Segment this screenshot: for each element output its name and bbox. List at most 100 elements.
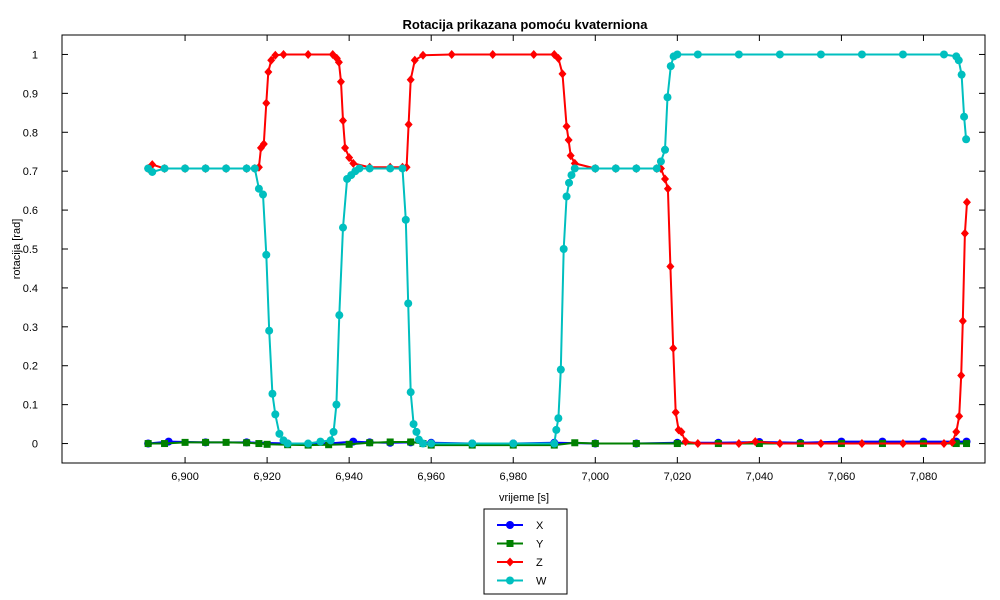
data-point-w [898, 50, 907, 59]
data-point-z [262, 98, 271, 108]
data-point-w [960, 112, 969, 121]
data-point-w [386, 164, 395, 173]
data-point-z [334, 57, 343, 67]
series-layer [144, 49, 971, 449]
data-point-y [755, 440, 763, 448]
data-point-z [447, 49, 456, 59]
y-tick-label: 0 [32, 439, 38, 451]
data-point-z [677, 427, 686, 437]
data-point-w [565, 178, 574, 187]
data-point-y [386, 438, 394, 446]
data-point-z [666, 262, 675, 272]
x-tick-label: 6,960 [417, 471, 445, 483]
data-point-y [591, 440, 599, 448]
data-point-z [952, 427, 961, 437]
data-point-w [271, 410, 280, 419]
y-tick-label: 0.2 [23, 361, 38, 373]
data-point-z [349, 158, 358, 168]
data-point-z [898, 439, 907, 449]
data-point-z [271, 50, 280, 60]
data-point-w [552, 425, 561, 434]
y-tick-label: 0.1 [23, 400, 38, 412]
x-tick-label: 6,900 [171, 471, 199, 483]
x-tick-label: 7,080 [910, 471, 938, 483]
data-point-y [345, 440, 353, 448]
data-point-w [656, 157, 665, 166]
data-point-w [816, 50, 825, 59]
data-point-w [734, 50, 743, 59]
data-point-w [365, 164, 374, 173]
legend-label-x: X [536, 520, 544, 532]
data-point-w [954, 56, 963, 65]
legend [483, 508, 568, 595]
data-point-y [263, 440, 271, 448]
data-point-w [181, 164, 190, 173]
y-tick-label: 0.4 [23, 283, 38, 295]
x-axis-label: vrijeme [s] [499, 492, 549, 504]
x-tick-label: 7,000 [582, 471, 610, 483]
data-point-y [571, 439, 579, 447]
legend-marker-x [506, 521, 514, 529]
data-point-w [509, 439, 518, 448]
data-point-z [681, 437, 690, 447]
data-point-w [554, 414, 563, 423]
data-point-w [329, 427, 338, 436]
data-point-w [418, 439, 427, 448]
data-point-w [265, 326, 274, 335]
x-tick-label: 7,020 [664, 471, 692, 483]
data-point-z [816, 439, 825, 449]
data-point-w [957, 70, 966, 79]
data-point-z [564, 135, 573, 145]
data-point-y [255, 440, 263, 448]
x-tick-label: 6,980 [499, 471, 527, 483]
data-point-z [734, 439, 743, 449]
data-point-w [406, 388, 415, 397]
data-point-w [259, 190, 268, 199]
data-point-w [857, 50, 866, 59]
data-point-z [669, 343, 678, 353]
data-point-w [339, 223, 348, 232]
data-point-w [652, 164, 661, 173]
data-point-w [404, 299, 413, 308]
data-point-w [262, 250, 271, 259]
data-point-z [304, 49, 313, 59]
data-point-z [558, 69, 567, 79]
data-point-z [259, 139, 268, 149]
y-tick-label: 0.5 [23, 244, 38, 256]
data-point-w [663, 93, 672, 102]
data-point-w [632, 164, 641, 173]
data-point-w [316, 437, 325, 446]
data-point-z [488, 49, 497, 59]
plot-area [61, 34, 986, 464]
data-point-y [952, 440, 960, 448]
data-point-w [556, 365, 565, 374]
data-point-w [326, 436, 335, 445]
data-point-z [562, 121, 571, 131]
data-point-z [529, 49, 538, 59]
data-point-w [962, 135, 971, 144]
data-point-w [332, 400, 341, 409]
data-point-z [264, 67, 273, 77]
legend-label-w: W [536, 576, 547, 588]
x-tick-label: 6,920 [253, 471, 281, 483]
data-point-w [401, 215, 410, 224]
data-point-w [148, 167, 157, 176]
data-point-y [222, 438, 230, 446]
y-tick-label: 0.6 [23, 205, 38, 217]
data-point-w [242, 164, 251, 173]
y-tick-label: 0.9 [23, 88, 38, 100]
legend-marker-z [506, 557, 514, 567]
data-point-y [366, 439, 374, 447]
data-point-w [412, 427, 421, 436]
data-point-w [570, 164, 579, 173]
data-point-z [406, 75, 415, 85]
y-tick-label: 0.3 [23, 322, 38, 334]
data-point-z [418, 50, 427, 60]
data-point-z [554, 53, 563, 63]
data-point-w [222, 164, 231, 173]
data-point-z [661, 174, 670, 184]
data-point-y [673, 440, 681, 448]
legend-label-y: Y [536, 539, 544, 551]
data-point-w [268, 389, 277, 398]
data-point-y [161, 440, 169, 448]
